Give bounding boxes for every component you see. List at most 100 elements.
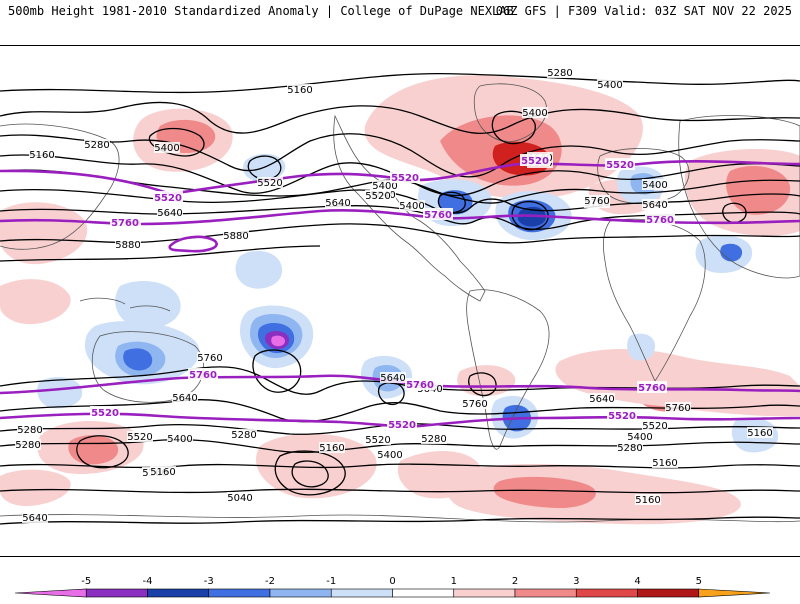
- reference-label-background: [153, 191, 183, 203]
- contour-label: 5640: [642, 200, 667, 211]
- contour-label-background: [365, 434, 391, 445]
- contour-label: 5160: [319, 443, 344, 454]
- contour-label: 5520: [127, 432, 152, 443]
- reference-label-background: [188, 368, 218, 380]
- reference-contour-label: 5520: [388, 420, 416, 431]
- reference-label-background: [110, 216, 140, 228]
- contour-label-background: [547, 67, 573, 78]
- contour-label-background: [15, 439, 41, 450]
- colorbar-tick-label: -2: [265, 576, 275, 587]
- reference-contour-label: 5520: [608, 411, 636, 422]
- contour-label-background: [319, 442, 345, 453]
- contour-label: 5280: [17, 425, 42, 436]
- anomaly-positive-region: [726, 166, 791, 215]
- contour-label-background: [372, 180, 398, 191]
- anomaly-positive-region: [0, 202, 88, 265]
- contour-label: 5280: [15, 440, 40, 451]
- contour-label: 5520: [257, 178, 282, 189]
- contour-label-background: [642, 199, 668, 210]
- anomaly-colorbar: -5 -4 -3 -2 -1 0 1 2 3 4 5: [0, 570, 800, 600]
- reference-label-background: [607, 409, 637, 421]
- coastlines: [0, 83, 800, 523]
- contour-label-background: [635, 494, 661, 505]
- colorbar-tick-label: -3: [204, 576, 214, 587]
- colorbar-swatch: [208, 588, 271, 598]
- reference-label-background: [520, 154, 550, 166]
- contour-label: 5400: [377, 450, 402, 461]
- reference-contour-label: 5520: [521, 156, 549, 167]
- contour-line: [0, 488, 800, 494]
- anomaly-positive-region: [457, 365, 516, 397]
- colorbar-swatch: [514, 588, 577, 598]
- contour-label: 5400: [399, 201, 424, 212]
- colorbar-swatch: [147, 588, 210, 598]
- colorbar-tick-label: 0: [389, 576, 395, 587]
- contour-line: [0, 72, 800, 94]
- reference-label-background: [390, 171, 420, 183]
- contour-label-background: [642, 420, 668, 431]
- model-run-info: 06Z GFS | F309 Valid: 03Z SAT NOV 22 202…: [495, 4, 792, 18]
- contour-labels: 5160528054005160528054005520564054005640…: [15, 67, 773, 524]
- contour-label-background: [589, 393, 615, 404]
- contour-label: 5400: [597, 80, 622, 91]
- colorbar-tick-label: -1: [326, 576, 336, 587]
- contour-label: 5400: [627, 432, 652, 443]
- contour-label-background: [223, 230, 249, 241]
- contour-label: 5400: [372, 181, 397, 192]
- contour-label-background: [584, 195, 610, 206]
- contour-line: [0, 245, 321, 262]
- contour-label-background: [154, 142, 180, 153]
- contour-label-background: [227, 492, 253, 503]
- contour-label: 5280: [617, 443, 642, 454]
- anomaly-negative-region: [235, 250, 283, 289]
- colorbar-tick-label: 5: [696, 576, 702, 587]
- contour-label: 5520: [642, 421, 667, 432]
- contour-label: 5640: [157, 208, 182, 219]
- contour-line: [247, 155, 282, 180]
- anomaly-positive-region: [493, 476, 596, 508]
- contour-line: [0, 169, 800, 204]
- map-svg: 5160528054005160528054005520564054005640…: [0, 67, 800, 525]
- contour-label-background: [399, 200, 425, 211]
- header-bar: 500mb Height 1981-2010 Standardized Anom…: [0, 0, 800, 22]
- colorbar-swatch: [698, 588, 771, 598]
- contour-label: 5880: [115, 240, 140, 251]
- reference-label-background: [423, 208, 453, 220]
- colorbar-swatch: [392, 588, 455, 598]
- reference-contour-label: 5760: [189, 370, 217, 381]
- colorbar-swatch: [85, 588, 148, 598]
- anomaly-negative-region: [123, 348, 153, 371]
- contour-label: 5400: [167, 434, 192, 445]
- contour-line: [0, 223, 800, 244]
- contour-label: 5760: [584, 196, 609, 207]
- contour-label: 5160: [150, 467, 175, 478]
- colorbar-svg: -5 -4 -3 -2 -1 0 1 2 3 4 5: [14, 576, 771, 598]
- reference-contour-label: 5760: [646, 215, 674, 226]
- anomaly-positive-region: [0, 279, 71, 325]
- contour-line: [0, 101, 800, 134]
- contour-label-background: [127, 431, 153, 442]
- contour-label: 5160: [635, 495, 660, 506]
- contour-line: [252, 349, 302, 393]
- anomaly-negative-region: [271, 335, 285, 347]
- contour-label-background: [115, 239, 141, 250]
- reference-label-background: [645, 213, 675, 225]
- contour-label: 5160: [652, 458, 677, 469]
- contour-label-background: [421, 433, 447, 444]
- contour-label: 5280: [547, 68, 572, 79]
- contour-line: [491, 110, 536, 145]
- reference-label-background: [90, 406, 120, 418]
- contour-label-background: [231, 429, 257, 440]
- contour-line: [0, 516, 800, 525]
- coastline-europe: [597, 148, 690, 204]
- contour-label: 5880: [223, 231, 248, 242]
- contour-label-background: [665, 402, 691, 413]
- contour-label: 5040: [227, 493, 252, 504]
- reference-label-background: [637, 381, 667, 393]
- coastline-asia: [678, 115, 800, 279]
- coastline-indonesia: [79, 297, 171, 312]
- contour-label: 5640: [380, 373, 405, 384]
- contour-5880-north: [168, 235, 218, 253]
- contour-label-background: [652, 457, 678, 468]
- colorbar-swatch: [575, 588, 638, 598]
